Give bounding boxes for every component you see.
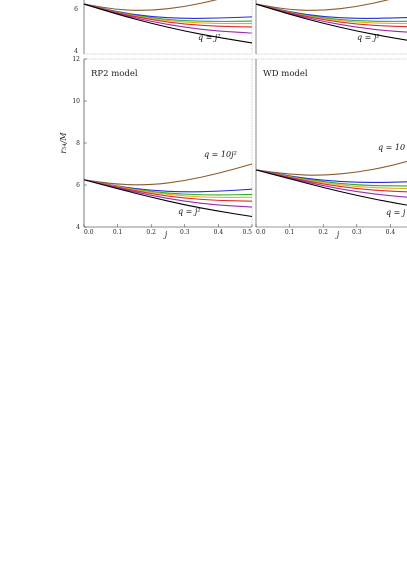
- series-line: [255, 160, 407, 176]
- x-tick-label: 0.4: [214, 229, 224, 236]
- x-ticks: 0.0 0.1 0.2 0.3 0.4 0.5: [83, 224, 253, 236]
- series-line: [255, 3, 407, 22]
- series-group: [255, 160, 407, 206]
- x-tick-label: 0.0: [84, 229, 94, 236]
- annotation-q-j: q = j: [386, 208, 406, 217]
- x-tick-label: 0.2: [146, 229, 156, 236]
- x-tick-label: 0.3: [180, 229, 190, 236]
- panel-top-left: 6 4 q = j²: [74, 0, 253, 55]
- y-tick-label: 8: [76, 140, 80, 147]
- panel-rp2: RP2 model 4 6 8 10 12 0.0 0.1 0.2 0.3 0.4 0.5 r₅₄…: [59, 56, 253, 239]
- panel-wd: WD model 0.0 0.1 0.2 0.3 0.4 j q = 10 q = j: [252, 58, 407, 239]
- series-group: [255, 0, 407, 41]
- series-line: [255, 0, 390, 11]
- annotation-q-10: q = 10: [378, 143, 405, 152]
- y-ticks: 4 6 8 10 12: [72, 56, 87, 231]
- x-axis-label: j: [335, 230, 340, 239]
- annotation-q-j2: q = j²: [178, 207, 201, 216]
- y-axis-label: r₅₄/M: [59, 132, 68, 154]
- series-line: [255, 3, 407, 41]
- panel-title: RP2 model: [91, 69, 138, 79]
- series-line: [83, 179, 253, 218]
- x-axis-label: j: [163, 230, 168, 239]
- series-line: [83, 3, 252, 25]
- x-tick-label: 0.5: [242, 229, 252, 236]
- y-tick-label: 10: [72, 98, 80, 105]
- series-line: [255, 169, 407, 206]
- series-group: [83, 163, 253, 218]
- series-line: [83, 0, 218, 11]
- series-line: [83, 163, 253, 186]
- y-tick-label: 4: [76, 224, 80, 231]
- x-tick-label: 0.4: [386, 229, 396, 236]
- panel-top-right: q = j²: [255, 0, 407, 55]
- y-tick-label: 6: [74, 6, 78, 13]
- x-tick-label: 0.2: [318, 229, 328, 236]
- y-tick-label: 12: [72, 56, 80, 63]
- series-line: [83, 3, 253, 44]
- annotation-q-j2: q = j²: [357, 33, 380, 42]
- series-group: [83, 0, 253, 44]
- annotation-q-10j2: q = 10j²: [204, 150, 237, 159]
- y-tick-label: 4: [74, 48, 78, 55]
- panel-frame: [83, 58, 253, 228]
- x-tick-label: 0.3: [352, 229, 362, 236]
- series-line: [83, 179, 253, 196]
- x-tick-label: 0.0: [256, 229, 266, 236]
- y-tick-label: 6: [76, 182, 80, 189]
- x-ticks: 0.0 0.1 0.2 0.3 0.4: [255, 224, 396, 236]
- panel-title: WD model: [263, 69, 308, 79]
- series-line: [83, 3, 253, 22]
- x-tick-label: 0.1: [285, 229, 295, 236]
- x-tick-label: 0.1: [113, 229, 123, 236]
- annotation-q-j2: q = j²: [198, 33, 221, 42]
